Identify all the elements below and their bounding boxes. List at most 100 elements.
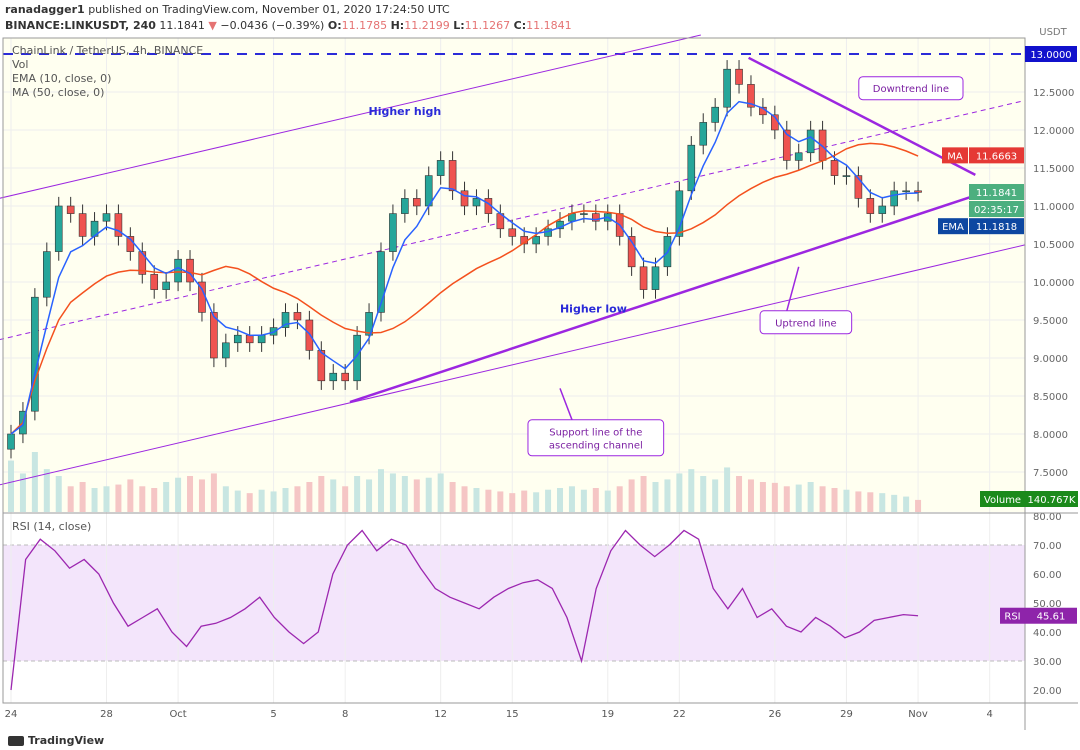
x-tick-label: 4 [986,709,992,720]
candle [222,342,230,359]
volume-bar [509,493,516,512]
author[interactable]: ranadagger1 [5,3,85,16]
rsi-tick-label: 30.00 [1033,657,1062,668]
volume-bar [640,476,647,512]
candle [532,236,540,245]
legend-ma[interactable]: MA (50, close, 0) [12,86,105,99]
rsi-band [3,545,1025,661]
open-label: O: [327,19,342,32]
volume-bar [819,486,826,512]
top-level-tag [1025,46,1077,62]
annotation-text: ascending channel [549,440,643,451]
volume-bar [222,486,229,512]
ema-tag-label [938,218,968,235]
candle [293,312,302,321]
last-price-tag-text: 11.1841 [976,188,1017,199]
annotation-arrow [785,266,800,315]
low-value: 11.1267 [464,19,511,32]
candle [806,129,815,154]
ema-tag-label-text: EMA [942,222,964,233]
high-label: H: [390,19,405,32]
candle [830,160,839,176]
volume-bar [700,476,707,512]
volume-bar [306,482,313,512]
rsi-tag-label-text: RSI [1004,612,1020,623]
uptrend-line [349,191,986,404]
rsi-tick-label: 50.00 [1033,599,1062,610]
candle [592,213,600,222]
rsi-tick-label: 20.00 [1033,686,1062,697]
price-tick-label: 11.5000 [1033,164,1074,175]
volume-bar [401,476,408,512]
candle [377,251,385,313]
top-level-tag-text: 13.0000 [1030,50,1071,61]
candle [389,213,397,252]
volume-bar [736,476,743,512]
volume-bar [664,479,671,512]
x-tick-label: 19 [601,709,614,720]
ma-tag-label-text: MA [947,151,963,162]
annotation-text: Uptrend line [775,318,837,329]
volume-bar [771,482,778,512]
ma-tag [969,147,1024,164]
volume-bar [724,467,731,512]
close-label: C: [513,19,527,32]
rsi-tick-label: 80.00 [1033,512,1062,523]
ma-line [10,142,919,435]
x-tick-label: 28 [100,709,113,720]
candle [914,190,922,193]
legend-ema[interactable]: EMA (10, close, 0) [12,72,112,85]
volume-bar [270,491,277,512]
high-value: 11.2199 [404,19,450,32]
downtrend-line [748,56,976,176]
volume-bar [747,479,754,512]
volume-bar [246,493,253,512]
volume-bar [151,488,158,512]
volume-bar [712,479,719,512]
candle [365,312,373,336]
last-price-tag [969,184,1024,201]
candle [341,372,349,382]
candle [639,266,648,290]
volume-bar [67,486,74,512]
candle [878,205,887,214]
volume-tag-label-text: Volume [984,495,1021,506]
ema-tag-text: 11.1818 [976,222,1017,233]
ema-tag [969,218,1024,235]
candle [651,266,660,290]
symbol: BINANCE:LINKUSDT, 240 [5,19,156,32]
price-tick-label: 10.5000 [1033,240,1074,251]
candle [329,372,338,382]
price-chart[interactable]: 24 28 Oct 5 8 12 15 19 22 26 29 Nov 4 12.5000 12.0000 1… [0,0,1080,730]
rsi-tick-label: 60.00 [1033,570,1062,581]
x-tick-label: 15 [506,709,519,720]
volume-bar [318,476,325,512]
volume-bar [103,486,110,512]
volume-bar [366,479,373,512]
annotation-box [759,310,853,335]
volume-bar [568,486,575,512]
volume-bar [55,476,62,512]
volume-bar [580,489,587,512]
candle [186,258,194,283]
price-tick-label: 12.5000 [1033,88,1074,99]
candle [43,251,51,298]
volume-bar [807,482,814,512]
candle [317,350,326,382]
volume-bar [127,479,134,512]
annotation-text: Higher high [369,105,442,118]
volume-bar [19,473,26,512]
volume-bar [485,489,492,512]
candle [54,205,63,252]
volume-bar [198,479,205,512]
currency-label: USDT [1039,27,1067,38]
down-arrow-icon: ▼ [208,19,217,32]
volume-bar [79,482,86,512]
candle [460,190,469,207]
open-value: 11.1785 [341,19,388,32]
annotation-box [858,76,964,101]
legend-rsi[interactable]: RSI (14, close) [12,520,92,533]
volume-bar [91,488,98,512]
candle [353,334,361,382]
legend-vol[interactable]: Vol [12,58,29,71]
